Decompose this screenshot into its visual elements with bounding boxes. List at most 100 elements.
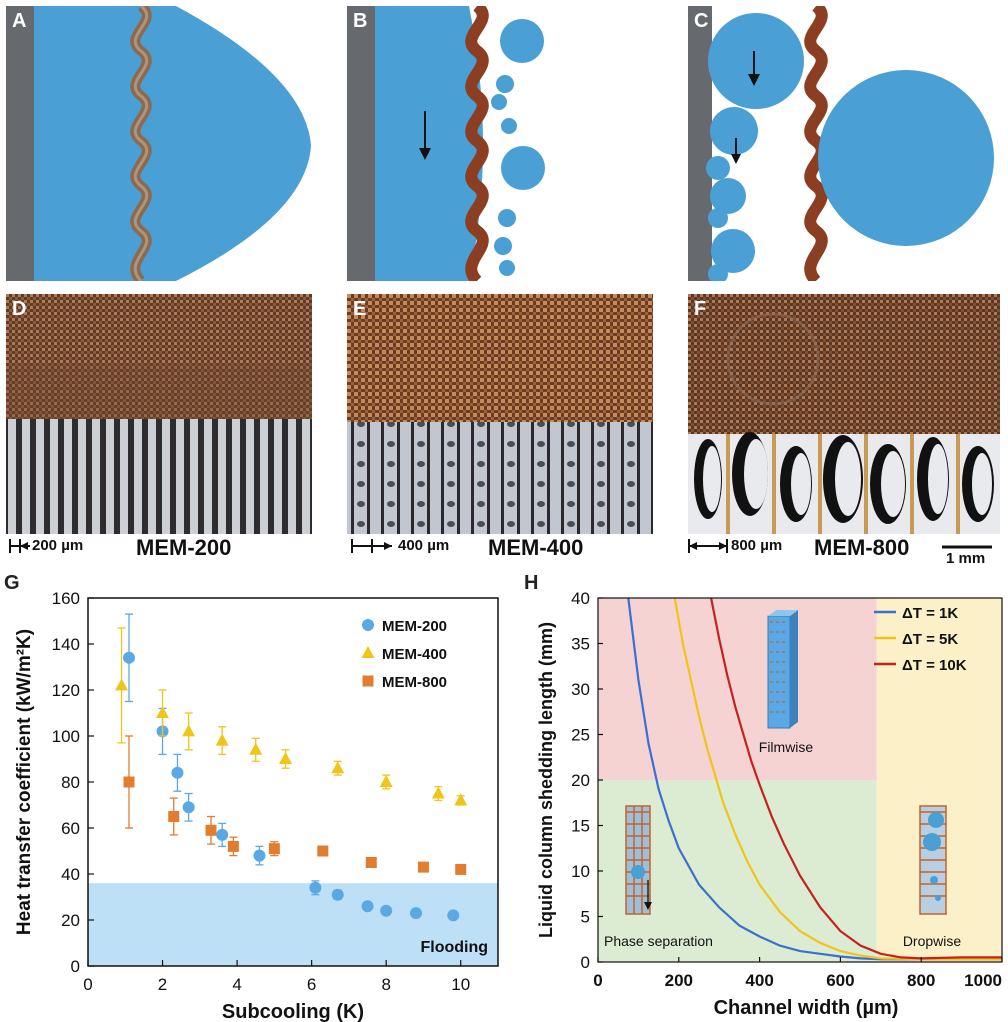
legend-label: ΔT = 10K bbox=[902, 657, 967, 674]
data-point bbox=[268, 843, 280, 855]
data-point bbox=[379, 775, 393, 787]
photo-e: E bbox=[347, 294, 653, 534]
x-tick-label: 1000 bbox=[964, 971, 1002, 990]
panel-c: C bbox=[688, 1, 1000, 286]
wall-a bbox=[6, 6, 34, 281]
x-tick-label: 800 bbox=[907, 971, 935, 990]
x-tick-label: 0 bbox=[83, 975, 92, 994]
panel-label-h: H bbox=[524, 572, 539, 594]
data-point bbox=[123, 651, 135, 664]
data-point bbox=[447, 909, 460, 922]
data-point bbox=[249, 742, 263, 755]
filmwise-label: Filmwise bbox=[759, 739, 814, 755]
chart-h: Filmwise Phase separation Dropwise ΔT = 1K Δ… bbox=[536, 589, 1003, 1019]
schematic-c bbox=[688, 1, 1000, 286]
photo-f: F bbox=[688, 294, 1000, 534]
data-point bbox=[365, 857, 377, 868]
y-tick-label: 35 bbox=[571, 635, 590, 654]
panel-label-f: F bbox=[694, 298, 707, 320]
legend-label: MEM-800 bbox=[382, 674, 447, 691]
y-tick-label: 0 bbox=[581, 953, 590, 972]
legend-label: MEM-400 bbox=[382, 646, 447, 663]
x-tick-label: 8 bbox=[381, 975, 390, 994]
scale-label-e: 400 µm bbox=[398, 537, 450, 554]
y-tick-label: 40 bbox=[571, 589, 590, 608]
dropwise-label: Dropwise bbox=[903, 933, 962, 949]
x-tick-label: 4 bbox=[232, 975, 241, 994]
schematic-b bbox=[347, 1, 653, 286]
x-tick-label: 200 bbox=[665, 971, 693, 990]
phase-separation-label: Phase separation bbox=[604, 933, 713, 949]
phase-separation-inset bbox=[625, 805, 652, 915]
data-point bbox=[115, 678, 129, 691]
flooding-label: Flooding bbox=[420, 939, 488, 956]
mem-label-d: MEM-200 bbox=[136, 535, 232, 560]
y-tick-label: 0 bbox=[71, 957, 80, 976]
data-point bbox=[455, 863, 467, 875]
schematic-a bbox=[6, 2, 312, 285]
series-line bbox=[673, 598, 1002, 961]
legend-label: ΔT = 1K bbox=[902, 605, 958, 622]
y-tick-label: 20 bbox=[61, 911, 80, 930]
y-tick-label: 100 bbox=[52, 727, 80, 746]
legend-marker bbox=[362, 619, 374, 631]
series-mem-400 bbox=[115, 627, 468, 806]
y-tick-label: 160 bbox=[52, 589, 80, 608]
series-mem-800 bbox=[123, 735, 467, 875]
data-point bbox=[417, 861, 429, 873]
data-point bbox=[380, 904, 393, 917]
data-point bbox=[182, 724, 196, 737]
legend-label: MEM-200 bbox=[382, 618, 447, 635]
y-axis-label: Liquid column shedding length (mm) bbox=[536, 622, 556, 938]
x-tick-label: 400 bbox=[745, 971, 773, 990]
x-tick-label: 2 bbox=[158, 975, 167, 994]
y-tick-label: 25 bbox=[571, 726, 590, 745]
flooding-region bbox=[88, 883, 498, 966]
data-point bbox=[227, 840, 239, 852]
data-point bbox=[253, 849, 266, 862]
droplets-c bbox=[706, 13, 804, 284]
x-axis-label: Subcooling (K) bbox=[222, 1001, 364, 1022]
photo-d: D bbox=[6, 294, 312, 534]
data-point bbox=[216, 828, 229, 841]
panel-a: A bbox=[6, 2, 312, 285]
data-point bbox=[309, 881, 322, 894]
y-tick-label: 80 bbox=[61, 773, 80, 792]
mesh-wire-c bbox=[804, 1, 828, 286]
data-point bbox=[454, 793, 468, 806]
data-point bbox=[410, 907, 422, 920]
data-point bbox=[431, 786, 445, 799]
y-tick-label: 5 bbox=[581, 908, 590, 927]
data-point bbox=[205, 824, 217, 836]
y-axis-label: Heat transfer coefficient (kW/m²K) bbox=[14, 629, 35, 935]
y-tick-label: 40 bbox=[61, 865, 80, 884]
data-point bbox=[156, 706, 170, 718]
legend-marker bbox=[361, 646, 375, 658]
x-axis-label: Channel width (µm) bbox=[714, 997, 899, 1019]
data-point bbox=[123, 776, 135, 788]
panel-label-a: A bbox=[12, 10, 27, 32]
panel-label-g: G bbox=[4, 572, 20, 594]
y-tick-label: 120 bbox=[52, 681, 80, 700]
data-point bbox=[215, 733, 229, 746]
legend-label: ΔT = 5K bbox=[902, 631, 958, 648]
large-droplet-c bbox=[818, 70, 994, 246]
x-tick-label: 10 bbox=[451, 975, 470, 994]
scale-bar-1mm: 1 mm bbox=[946, 550, 986, 567]
y-tick-label: 10 bbox=[571, 862, 590, 881]
droplet-film bbox=[34, 6, 311, 281]
x-tick-label: 600 bbox=[826, 971, 854, 990]
data-point bbox=[361, 900, 374, 913]
data-point bbox=[317, 845, 329, 857]
mesh-wire-b bbox=[465, 1, 489, 286]
panel-label-b: B bbox=[353, 10, 368, 32]
data-point bbox=[331, 761, 345, 774]
y-tick-label: 60 bbox=[61, 819, 80, 838]
y-tick-label: 30 bbox=[571, 680, 590, 699]
panel-label-c: C bbox=[694, 10, 709, 32]
scale-bars bbox=[9, 539, 992, 553]
x-tick-label: 0 bbox=[593, 971, 602, 990]
chart-g: 0 20 40 60 80 100 120 140 160 0 2 4 6 8 10 Subcooling (… bbox=[14, 589, 499, 1022]
y-tick-label: 140 bbox=[52, 635, 80, 654]
data-point bbox=[171, 766, 184, 779]
